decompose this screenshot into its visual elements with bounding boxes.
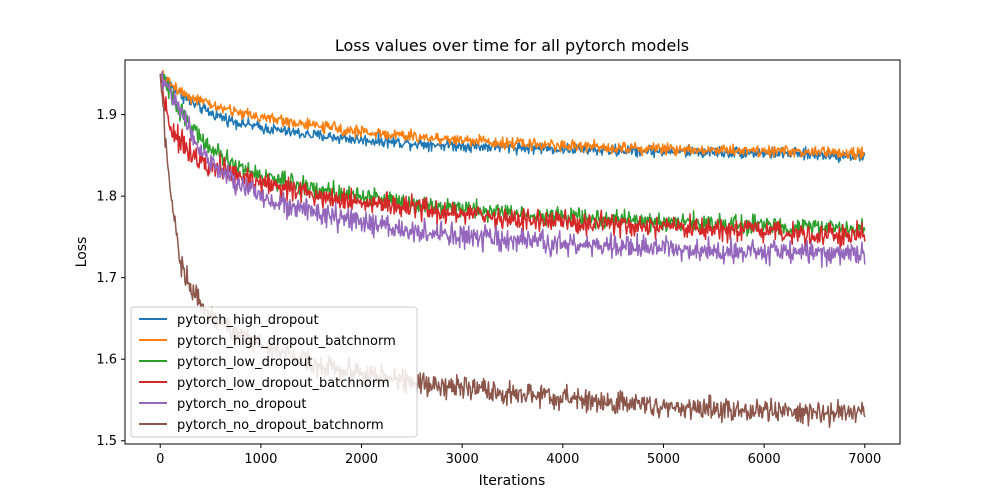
legend-label: pytorch_low_dropout	[177, 355, 312, 370]
x-tick-label: 6000	[748, 452, 781, 467]
x-tick-label: 1000	[244, 452, 277, 467]
y-tick-label: 1.6	[96, 353, 117, 368]
series-line-pytorch_no_dropout	[159, 70, 866, 268]
x-tick-label: 5000	[647, 452, 680, 467]
x-tick-label: 3000	[446, 452, 479, 467]
legend: pytorch_high_dropout pytorch_high_dropout…	[130, 306, 418, 438]
series-line-pytorch_low_dropout_batchnorm	[159, 73, 866, 250]
legend-box	[130, 306, 418, 438]
legend-label: pytorch_high_dropout	[177, 313, 319, 328]
x-tick-label: 0	[156, 452, 164, 467]
y-tick-label: 1.8	[96, 190, 117, 205]
legend-label: pytorch_no_dropout	[177, 397, 306, 412]
series-lines	[159, 69, 866, 428]
plot-frame	[124, 59, 901, 445]
y-axis-ticks: 1.5 1.6 1.7 1.8 1.9	[96, 108, 125, 449]
y-tick-label: 1.9	[96, 108, 117, 123]
y-tick-label: 1.5	[96, 434, 117, 449]
x-axis-ticks: 0 1000 2000 3000 4000 5000 6000 7000	[156, 444, 881, 467]
y-axis-label: Loss	[74, 237, 90, 268]
x-tick-label: 4000	[546, 452, 579, 467]
x-tick-label: 2000	[345, 452, 378, 467]
chart-title: Loss values over time for all pytorch mo…	[335, 36, 689, 55]
legend-label: pytorch_no_dropout_batchnorm	[177, 418, 384, 433]
legend-label: pytorch_high_dropout_batchnorm	[177, 334, 396, 349]
legend-label: pytorch_low_dropout_batchnorm	[177, 376, 390, 391]
x-axis-label: Iterations	[479, 473, 546, 489]
y-tick-label: 1.7	[96, 271, 117, 286]
series-line-pytorch_high_dropout_batchnorm	[159, 69, 866, 161]
x-tick-label: 7000	[848, 452, 881, 467]
